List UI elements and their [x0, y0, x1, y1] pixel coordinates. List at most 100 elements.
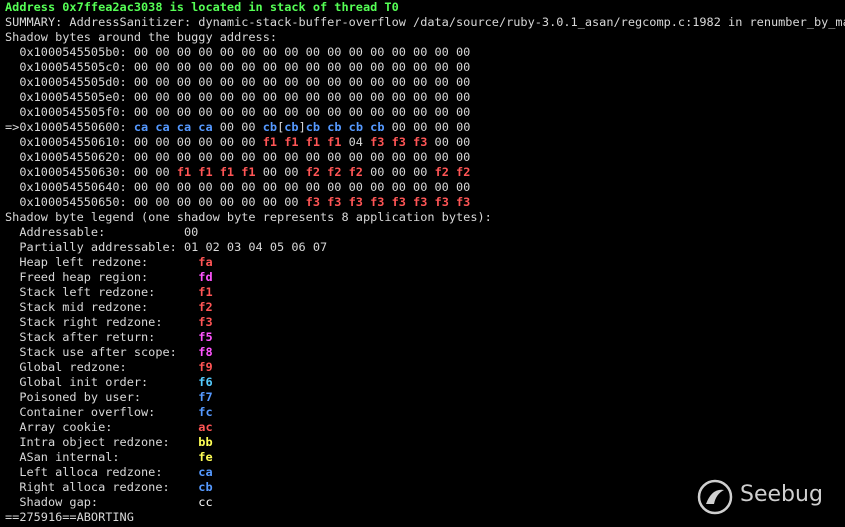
- terminal-line: 0x1000545505c0: 00 00 00 00 00 00 00 00 …: [5, 60, 845, 75]
- text-segment: Right alloca redzone:: [5, 480, 199, 494]
- terminal-line: Global init order: f6: [5, 375, 845, 390]
- text-segment: 00 00: [212, 120, 263, 134]
- text-segment: 0x1000545505c0: 00 00 00 00 00 00 00 00 …: [5, 60, 471, 74]
- text-segment: Container overflow:: [5, 405, 199, 419]
- text-segment: f3: [198, 315, 213, 329]
- terminal-line: 0x1000545505f0: 00 00 00 00 00 00 00 00 …: [5, 105, 845, 120]
- terminal-line: 0x1000545505b0: 00 00 00 00 00 00 00 00 …: [5, 45, 845, 60]
- text-segment: Shadow bytes around the buggy address:: [5, 30, 278, 44]
- text-segment: 0x100054550610: 00 00 00 00 00 00: [5, 135, 263, 149]
- terminal-line: 0x100054550630: 00 00 f1 f1 f1 f1 00 00 …: [5, 165, 845, 180]
- terminal-line: Stack after return: f5: [5, 330, 845, 345]
- watermark: Seebug: [740, 482, 823, 507]
- text-segment: f7: [198, 390, 213, 404]
- text-segment: f1: [198, 285, 213, 299]
- terminal-line: 0x100054550620: 00 00 00 00 00 00 00 00 …: [5, 150, 845, 165]
- text-segment: Stack right redzone:: [5, 315, 199, 329]
- terminal-output: Address 0x7ffea2ac3038 is located in sta…: [5, 0, 845, 525]
- terminal-line: Shadow gap: cc: [5, 495, 845, 510]
- terminal-line: =>0x100054550600: ca ca ca ca 00 00 cb[c…: [5, 120, 845, 135]
- terminal-line: Global redzone: f9: [5, 360, 845, 375]
- terminal-line: Stack use after scope: f8: [5, 345, 845, 360]
- terminal-line: ASan internal: fe: [5, 450, 845, 465]
- text-segment: Left alloca redzone:: [5, 465, 199, 479]
- terminal-line: Stack left redzone: f1: [5, 285, 845, 300]
- text-segment: f9: [198, 360, 213, 374]
- text-segment: cb cb cb cb: [305, 120, 385, 134]
- terminal-line: 0x100054550610: 00 00 00 00 00 00 f1 f1 …: [5, 135, 845, 150]
- text-segment: 0x100054550650: 00 00 00 00 00 00 00 00: [5, 195, 306, 209]
- terminal-line: ==275916==ABORTING: [5, 510, 845, 525]
- terminal-line: Stack right redzone: f3: [5, 315, 845, 330]
- text-segment: 00 00 00 00: [384, 120, 471, 134]
- text-segment: Global init order:: [5, 375, 199, 389]
- terminal-line: 0x100054550640: 00 00 00 00 00 00 00 00 …: [5, 180, 845, 195]
- terminal-line: Freed heap region: fd: [5, 270, 845, 285]
- text-segment: 00 00: [255, 165, 306, 179]
- text-segment: cb: [262, 120, 278, 134]
- text-segment: fa: [198, 255, 213, 269]
- terminal-line: Poisoned by user: f7: [5, 390, 845, 405]
- text-segment: 0x1000545505b0: 00 00 00 00 00 00 00 00 …: [5, 45, 471, 59]
- text-segment: =>0x100054550600:: [5, 120, 134, 134]
- text-segment: fc: [198, 405, 213, 419]
- terminal-line: Left alloca redzone: ca: [5, 465, 845, 480]
- terminal-line: Stack mid redzone: f2: [5, 300, 845, 315]
- text-segment: Shadow gap:: [5, 495, 199, 509]
- text-segment: cc: [198, 495, 213, 509]
- text-segment: 00 00: [427, 135, 471, 149]
- terminal-line: Intra object redzone: bb: [5, 435, 845, 450]
- text-segment: fe: [198, 450, 213, 464]
- text-segment: Freed heap region:: [5, 270, 199, 284]
- terminal-line: Array cookie: ac: [5, 420, 845, 435]
- terminal-line: 0x1000545505e0: 00 00 00 00 00 00 00 00 …: [5, 90, 845, 105]
- text-segment: 04: [341, 135, 371, 149]
- text-segment: ASan internal:: [5, 450, 199, 464]
- text-segment: ca: [198, 465, 213, 479]
- text-segment: Partially addressable: 01 02 03 04 05 06…: [5, 240, 328, 254]
- text-segment: f8: [198, 345, 213, 359]
- terminal-line: 0x1000545505d0: 00 00 00 00 00 00 00 00 …: [5, 75, 845, 90]
- text-segment: f6: [198, 375, 213, 389]
- text-segment: Stack use after scope:: [5, 345, 199, 359]
- text-segment: Stack after return:: [5, 330, 199, 344]
- text-segment: fd: [198, 270, 213, 284]
- terminal-line: Container overflow: fc: [5, 405, 845, 420]
- text-segment: 00 00 00: [362, 165, 435, 179]
- terminal-line: SUMMARY: AddressSanitizer: dynamic-stack…: [5, 15, 845, 30]
- text-segment: 0x1000545505d0: 00 00 00 00 00 00 00 00 …: [5, 75, 471, 89]
- text-segment: Address 0x7ffea2ac3038 is located in sta…: [5, 0, 399, 14]
- text-segment: Intra object redzone:: [5, 435, 199, 449]
- text-segment: bb: [198, 435, 213, 449]
- logo-icon: [697, 479, 733, 515]
- text-segment: f2 f2: [434, 165, 471, 179]
- text-segment: f5: [198, 330, 213, 344]
- text-segment: Heap left redzone:: [5, 255, 199, 269]
- terminal-line: Shadow byte legend (one shadow byte repr…: [5, 210, 845, 225]
- text-segment: f3 f3 f3 f3 f3 f3 f3 f3: [305, 195, 471, 209]
- text-segment: f1 f1 f1 f1: [262, 135, 342, 149]
- text-segment: f2: [198, 300, 213, 314]
- text-segment: 0x1000545505f0: 00 00 00 00 00 00 00 00 …: [5, 105, 471, 119]
- text-segment: f1 f1 f1 f1: [176, 165, 256, 179]
- text-segment: Global redzone:: [5, 360, 199, 374]
- text-segment: Array cookie:: [5, 420, 199, 434]
- text-segment: 0x100054550620: 00 00 00 00 00 00 00 00 …: [5, 150, 471, 164]
- text-segment: Shadow byte legend (one shadow byte repr…: [5, 210, 492, 224]
- terminal-line: Right alloca redzone: cb: [5, 480, 845, 495]
- text-segment: Stack left redzone:: [5, 285, 199, 299]
- text-segment: ==275916==ABORTING: [5, 510, 134, 524]
- text-segment: 0x1000545505e0: 00 00 00 00 00 00 00 00 …: [5, 90, 471, 104]
- text-segment: cb: [198, 480, 213, 494]
- text-segment: ca ca ca ca: [133, 120, 213, 134]
- text-segment: ac: [198, 420, 213, 434]
- text-segment: cb: [284, 120, 299, 134]
- terminal-line: Partially addressable: 01 02 03 04 05 06…: [5, 240, 845, 255]
- text-segment: 0x100054550630: 00 00: [5, 165, 177, 179]
- text-segment: Stack mid redzone:: [5, 300, 199, 314]
- text-segment: Poisoned by user:: [5, 390, 199, 404]
- text-segment: Addressable: 00: [5, 225, 199, 239]
- terminal-line: 0x100054550650: 00 00 00 00 00 00 00 00 …: [5, 195, 845, 210]
- terminal-line: Heap left redzone: fa: [5, 255, 845, 270]
